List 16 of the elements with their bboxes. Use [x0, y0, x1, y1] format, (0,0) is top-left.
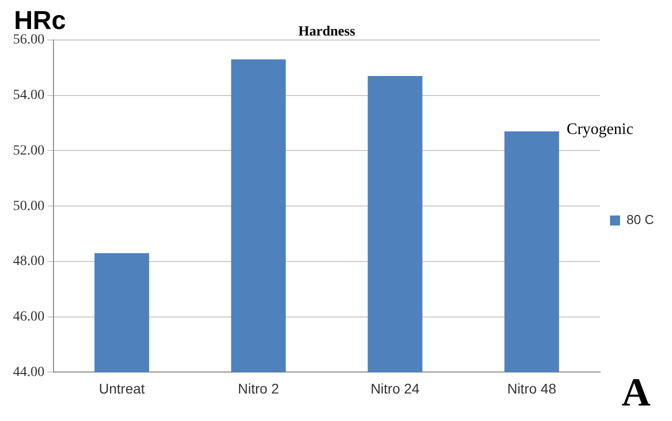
x-tick-label: Nitro 48 [507, 380, 556, 396]
text: A [622, 369, 651, 414]
x-tick-label: Untreat [98, 380, 145, 396]
y-tick-label: 48.00 [13, 254, 44, 270]
x-tick-label: Nitro 2 [238, 380, 280, 396]
annotation: Cryogenic [566, 121, 634, 138]
y-axis-title: HRc [14, 5, 66, 36]
y-tick-label: 46.00 [13, 310, 44, 325]
y-tick-label: 54.00 [13, 88, 44, 104]
legend-label: 80 C [626, 212, 654, 228]
y-tick-label: 52.00 [13, 143, 44, 158]
y-tick-label: 50.00 [13, 198, 44, 214]
y-tick-label: 44.00 [13, 364, 44, 380]
chart-title: Hardness [298, 24, 356, 40]
y-tick-label: 56.00 [13, 32, 44, 48]
x-tick-label: Nitro 24 [370, 380, 420, 396]
